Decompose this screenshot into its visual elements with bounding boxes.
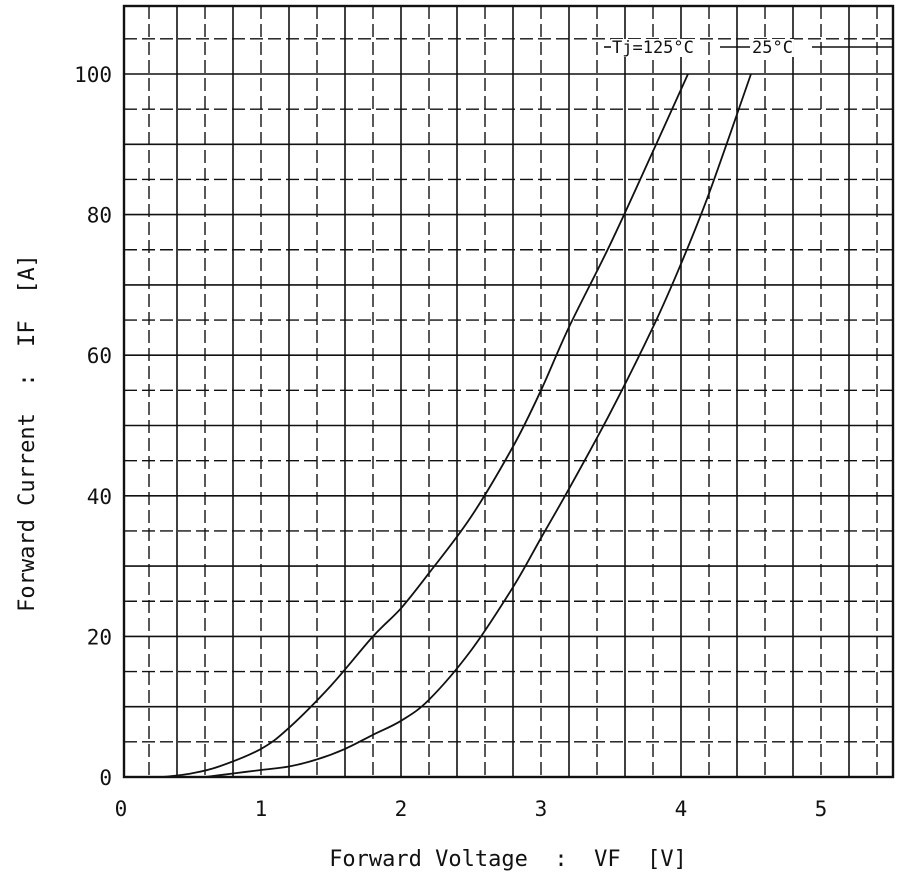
plot-frame	[122, 4, 895, 779]
curve-label-25c: 25°C	[752, 38, 793, 58]
x-axis-title: Forward Voltage : VF [V]	[329, 847, 687, 872]
curves	[162, 73, 752, 778]
y-tick-label: 20	[87, 625, 112, 649]
y-tick-label: 80	[87, 204, 112, 228]
grid	[124, 6, 893, 777]
x-tick-label: 1	[255, 797, 268, 821]
y-tick-label: 60	[87, 344, 112, 368]
x-tick-label: 3	[535, 797, 548, 821]
y-tick-label: 0	[99, 766, 112, 790]
tick-labels: 0 1 2 3 4 5 0 20 40 60 80 100	[74, 63, 827, 821]
x-tick-label: 2	[395, 797, 408, 821]
x-tick-label: 4	[675, 797, 688, 821]
label-background	[611, 39, 695, 57]
x-tick-label: 0	[115, 797, 128, 821]
label-background	[751, 39, 794, 57]
y-tick-label: 100	[74, 63, 112, 87]
series-line-tj125	[162, 73, 689, 778]
x-tick-label: 5	[815, 797, 828, 821]
curve-labels: Tj=125°C 25°C	[604, 38, 893, 58]
series-line-tj25	[204, 73, 752, 778]
y-axis-title: Forward Current : IF [A]	[15, 254, 40, 612]
y-tick-label: 40	[87, 485, 112, 509]
curve-label-tj125: Tj=125°C	[612, 38, 694, 58]
